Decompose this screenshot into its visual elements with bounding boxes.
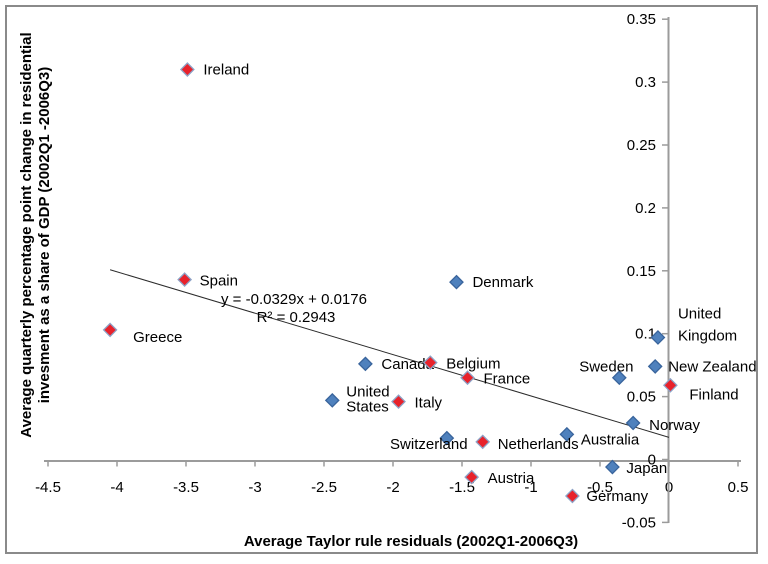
label-japan: Japan bbox=[626, 460, 667, 477]
data-point-italy[interactable] bbox=[391, 394, 406, 410]
data-point-france[interactable] bbox=[460, 370, 475, 386]
label-united-kingdom: United bbox=[678, 305, 721, 322]
x-tick-label: -3 bbox=[248, 479, 261, 496]
x-tick-label: -1.5 bbox=[449, 479, 475, 496]
label-canada: Canada bbox=[381, 356, 434, 373]
label-greece: Greece bbox=[133, 329, 182, 346]
label-germany: Germany bbox=[586, 488, 648, 505]
label-australia: Australia bbox=[581, 431, 640, 448]
trendline-equation: y = -0.0329x + 0.0176 bbox=[221, 291, 367, 308]
x-tick-label: -2.5 bbox=[311, 479, 337, 496]
y-tick-label: 0.25 bbox=[627, 137, 656, 154]
trendline bbox=[109, 269, 670, 438]
data-point-austria[interactable] bbox=[464, 469, 480, 485]
data-point-netherlands[interactable] bbox=[475, 434, 491, 450]
y-tick-label: -0.05 bbox=[622, 514, 656, 531]
x-tick-label: -4 bbox=[110, 479, 123, 496]
y-axis-title-line-1: Average quarterly percentage point chang… bbox=[18, 32, 35, 437]
data-point-finland[interactable] bbox=[662, 377, 678, 393]
x-axis-title: Average Taylor rule residuals (2002Q1-20… bbox=[244, 533, 578, 550]
y-tick-label: 0.3 bbox=[635, 74, 656, 91]
label-denmark: Denmark bbox=[472, 274, 533, 291]
label-spain: Spain bbox=[200, 273, 238, 290]
y-tick-label: 0.2 bbox=[635, 200, 656, 217]
chart-border bbox=[5, 5, 758, 554]
label-united-states: States bbox=[346, 398, 389, 415]
label-norway: Norway bbox=[649, 417, 700, 434]
data-point-ireland[interactable] bbox=[179, 62, 195, 77]
label-belgium: Belgium bbox=[446, 356, 500, 373]
data-point-denmark[interactable] bbox=[449, 274, 464, 290]
x-tick-label: -3.5 bbox=[173, 479, 199, 496]
label-austria: Austria bbox=[488, 470, 535, 487]
data-point-belgium[interactable] bbox=[422, 355, 438, 371]
label-united-kingdom: Kingdom bbox=[678, 327, 737, 344]
label-finland: Finland bbox=[689, 386, 738, 403]
label-italy: Italy bbox=[415, 395, 443, 412]
y-tick-label: 0.15 bbox=[627, 263, 656, 280]
data-point-spain[interactable] bbox=[177, 272, 193, 288]
data-point-switzerland[interactable] bbox=[439, 430, 455, 446]
label-new-zealand: New Zealand bbox=[668, 358, 756, 375]
data-point-germany[interactable] bbox=[564, 488, 580, 504]
data-point-united-states[interactable] bbox=[324, 392, 340, 408]
label-netherlands: Netherlands bbox=[498, 436, 579, 453]
data-point-australia[interactable] bbox=[559, 426, 575, 442]
x-tick-label: -2 bbox=[386, 479, 399, 496]
label-united-states: United bbox=[346, 383, 389, 400]
label-sweden: Sweden bbox=[579, 359, 633, 376]
y-tick-label: 0.35 bbox=[627, 11, 656, 28]
data-point-norway[interactable] bbox=[625, 415, 641, 431]
x-tick-label: -0.5 bbox=[587, 479, 613, 496]
x-tick-label: -4.5 bbox=[35, 479, 61, 496]
label-ireland: Ireland bbox=[203, 62, 249, 79]
x-tick-label: -1 bbox=[524, 479, 537, 496]
data-point-united-kingdom[interactable] bbox=[650, 330, 666, 345]
label-switzerland: Switzerland bbox=[390, 436, 468, 453]
trendline-r-squared: R² = 0.2943 bbox=[257, 309, 336, 326]
data-point-canada[interactable] bbox=[357, 356, 373, 372]
y-tick-label: 0 bbox=[648, 452, 656, 469]
y-tick-label: 0.1 bbox=[635, 326, 656, 343]
data-point-new-zealand[interactable] bbox=[647, 358, 663, 374]
data-point-sweden[interactable] bbox=[611, 370, 627, 386]
label-france: France bbox=[484, 371, 531, 388]
data-point-japan[interactable] bbox=[605, 459, 620, 475]
x-tick-label: 0.5 bbox=[728, 479, 749, 496]
y-tick-label: 0.05 bbox=[627, 389, 656, 406]
data-point-greece[interactable] bbox=[102, 322, 118, 338]
y-axis-title-line-2: invesment as a share of GDP (2002Q1 -200… bbox=[36, 67, 53, 404]
